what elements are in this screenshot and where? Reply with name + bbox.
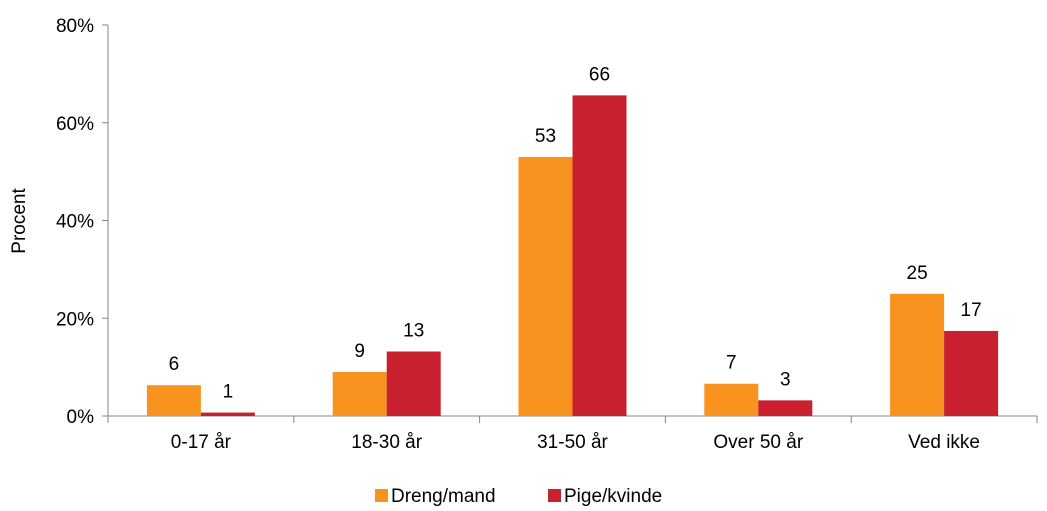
y-tick-label: 20%: [56, 309, 94, 330]
bar: [890, 293, 945, 416]
axes: 0% 20% 40% 60% 80% 0-17 år 18-30 år 31-50 år Ove…: [56, 16, 1038, 453]
y-tick-label: 60%: [56, 114, 94, 135]
data-label: 66: [589, 64, 610, 85]
x-tick-label: 0-17 år: [171, 432, 232, 453]
data-label: 7: [726, 353, 737, 374]
legend-label: Dreng/mand: [391, 486, 496, 506]
data-label: 53: [535, 126, 556, 147]
data-label: 1: [223, 382, 234, 403]
data-label: 6: [169, 354, 180, 375]
x-tick-label: Over 50 år: [713, 432, 803, 453]
bar: [758, 400, 813, 416]
data-labels: 6 1 9 13 53 66 7 3 25 17: [169, 64, 982, 402]
bar: [572, 95, 627, 416]
x-tick-label: 31-50 år: [537, 432, 608, 453]
data-label: 3: [780, 369, 791, 390]
legend-label: Pige/kvinde: [564, 486, 662, 506]
y-tick-label: 80%: [56, 16, 94, 37]
bar: [704, 383, 759, 416]
legend-swatch: [375, 489, 388, 502]
bar: [200, 412, 255, 416]
data-label: 25: [907, 263, 928, 284]
bars: [146, 95, 999, 416]
bar: [386, 351, 441, 416]
data-label: 13: [403, 320, 424, 341]
bar: [146, 385, 201, 416]
x-tick-label: 18-30 år: [351, 432, 422, 453]
data-label: 17: [961, 300, 982, 321]
y-tick-label: 40%: [56, 212, 94, 233]
bar: [944, 330, 999, 416]
legend: Dreng/mand Pige/kvinde: [375, 486, 662, 507]
y-axis-label: Procent: [9, 188, 30, 254]
legend-swatch: [548, 489, 561, 502]
bar: [332, 372, 387, 416]
x-tick-label: Ved ikke: [908, 432, 980, 453]
data-label: 9: [354, 341, 365, 362]
bar: [518, 156, 573, 416]
y-tick-label: 0%: [67, 407, 95, 428]
